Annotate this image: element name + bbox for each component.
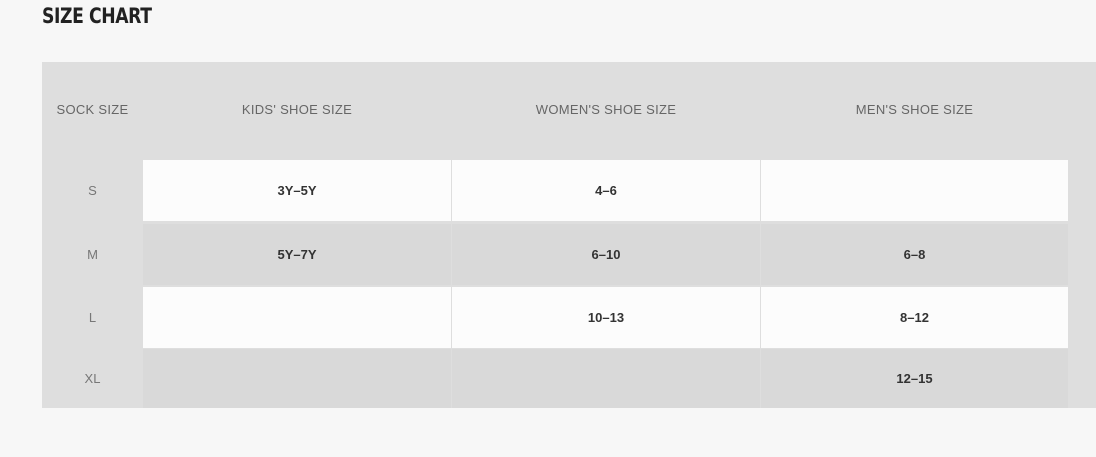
page-title: SIZE CHART [42,4,152,28]
size-chart-table: SOCK SIZE KIDS' SHOE SIZE WOMEN'S SHOE S… [42,62,1096,408]
mens-size-cell: 8–12 [761,287,1068,348]
kids-size-cell [143,349,451,408]
table-row: M 5Y–7Y 6–10 6–8 [42,224,1068,285]
kids-size-cell: 3Y–5Y [143,160,451,221]
header-mens-shoe-size: MEN'S SHOE SIZE [855,102,974,117]
sock-size-cell: L [88,310,97,325]
womens-size-cell: 6–10 [452,224,760,285]
table-row: XL 12–15 [42,349,1068,408]
sock-size-cell: M [87,247,98,262]
mens-size-cell: 12–15 [761,349,1068,408]
womens-size-cell: 4–6 [452,160,760,221]
table-row: L 10–13 8–12 [42,287,1068,348]
mens-size-cell [761,160,1068,221]
kids-size-cell: 5Y–7Y [143,224,451,285]
header-womens-shoe-size: WOMEN'S SHOE SIZE [535,102,677,117]
womens-size-cell: 10–13 [452,287,760,348]
header-sock-size: SOCK SIZE [56,102,129,117]
womens-size-cell [452,349,760,408]
header-kids-shoe-size: KIDS' SHOE SIZE [241,102,353,117]
sock-size-cell: XL [84,371,101,386]
table-row: S 3Y–5Y 4–6 [42,160,1068,221]
mens-size-cell: 6–8 [761,224,1068,285]
sock-size-cell: S [88,183,97,198]
kids-size-cell [143,287,451,348]
